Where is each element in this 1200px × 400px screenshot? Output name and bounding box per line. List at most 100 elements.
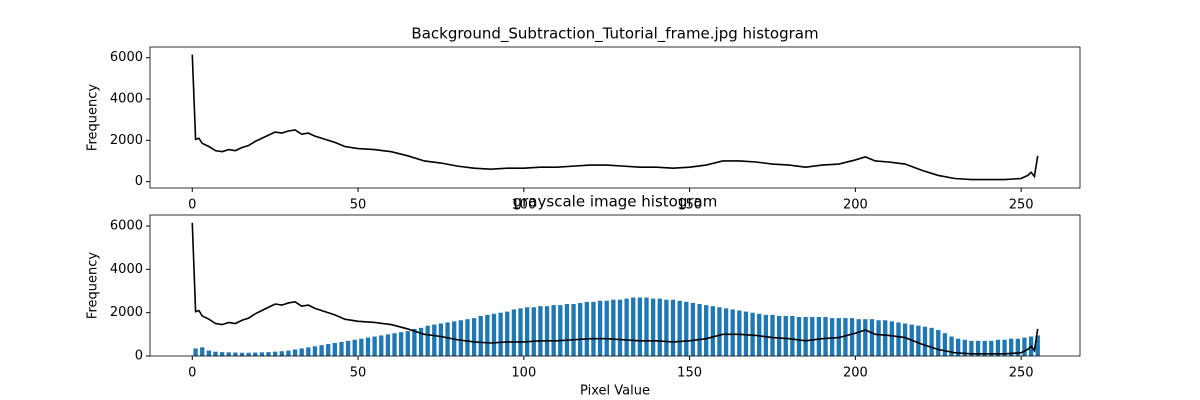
axes-frame [149, 46, 1081, 189]
bar [916, 325, 921, 356]
bar [803, 317, 808, 356]
bar [830, 318, 835, 356]
bar [379, 335, 384, 356]
x-tick-label: 250 [1009, 366, 1034, 381]
bar [485, 314, 490, 356]
bar [644, 297, 649, 356]
bar [352, 339, 357, 356]
bar [637, 297, 643, 356]
bar [319, 345, 324, 356]
bar [677, 300, 682, 356]
bar [445, 322, 450, 356]
bar [332, 343, 337, 356]
bar [538, 306, 543, 356]
bar [246, 352, 251, 356]
bar [273, 351, 278, 356]
bar [1015, 338, 1020, 356]
bar [750, 312, 755, 356]
axes-frame [149, 214, 1081, 357]
bar [1009, 338, 1014, 356]
bar [531, 307, 536, 356]
bar [969, 340, 974, 356]
bar [412, 328, 417, 356]
bar [876, 320, 881, 356]
x-tick-label: 200 [843, 198, 868, 213]
bar [942, 333, 948, 356]
bar [206, 350, 212, 356]
bar [193, 348, 198, 356]
bar [889, 321, 894, 356]
bar [365, 337, 371, 356]
bar [929, 327, 934, 356]
bar [743, 311, 749, 356]
bar [219, 352, 225, 356]
y-tick-label: 0 [135, 349, 143, 364]
bar [339, 341, 344, 356]
bar [710, 306, 715, 356]
y-tick-label: 4000 [110, 262, 143, 277]
bar [505, 311, 510, 356]
bar [253, 352, 258, 356]
bar [544, 306, 550, 356]
bar [783, 315, 788, 356]
bar [511, 309, 517, 356]
x-tick-label: 0 [188, 198, 196, 213]
bar [578, 302, 583, 356]
bar [657, 298, 662, 356]
bar [770, 314, 775, 356]
bar [664, 299, 669, 356]
bar [730, 309, 735, 356]
bar [239, 352, 245, 356]
bar [684, 301, 689, 356]
bar [995, 339, 1001, 356]
bar [843, 318, 848, 356]
y-axis-label: Frequency [86, 84, 101, 151]
bar [624, 298, 629, 356]
bar [849, 318, 855, 356]
bar [518, 308, 523, 356]
bar [697, 304, 702, 356]
bar [1022, 337, 1027, 356]
bar [670, 299, 676, 356]
bar [233, 352, 238, 356]
y-tick-label: 6000 [110, 50, 143, 65]
y-tick-label: 0 [135, 174, 143, 189]
bar [465, 319, 470, 356]
x-tick-label: 200 [843, 366, 868, 381]
bar [398, 332, 404, 356]
line [191, 222, 1039, 355]
y-axis-label: Frequency [86, 252, 101, 319]
bar [359, 338, 364, 356]
bar [213, 351, 218, 356]
bar [478, 315, 483, 356]
bar [989, 340, 994, 356]
bar [763, 314, 769, 356]
bar [458, 320, 463, 356]
x-tick-label: 150 [677, 198, 702, 213]
bar [292, 349, 298, 356]
bar [962, 339, 967, 356]
bar [200, 347, 205, 356]
bar [312, 346, 318, 356]
bar [524, 307, 530, 356]
bar [1035, 335, 1040, 356]
bar [717, 307, 722, 356]
x-tick-label: 100 [511, 366, 536, 381]
bar [949, 336, 954, 356]
bar [936, 330, 941, 356]
bar [392, 333, 397, 356]
bar [975, 340, 981, 356]
x-tick-label: 50 [350, 198, 367, 213]
x-tick-label: 150 [677, 366, 702, 381]
bar [571, 304, 576, 356]
bar [810, 317, 815, 356]
bar [1002, 339, 1007, 356]
bar [597, 300, 603, 356]
bar [604, 300, 609, 356]
bar [883, 320, 888, 356]
bar [584, 301, 589, 356]
bar [863, 319, 868, 356]
bar [982, 340, 987, 356]
x-axis-label: Pixel Value [580, 384, 650, 399]
